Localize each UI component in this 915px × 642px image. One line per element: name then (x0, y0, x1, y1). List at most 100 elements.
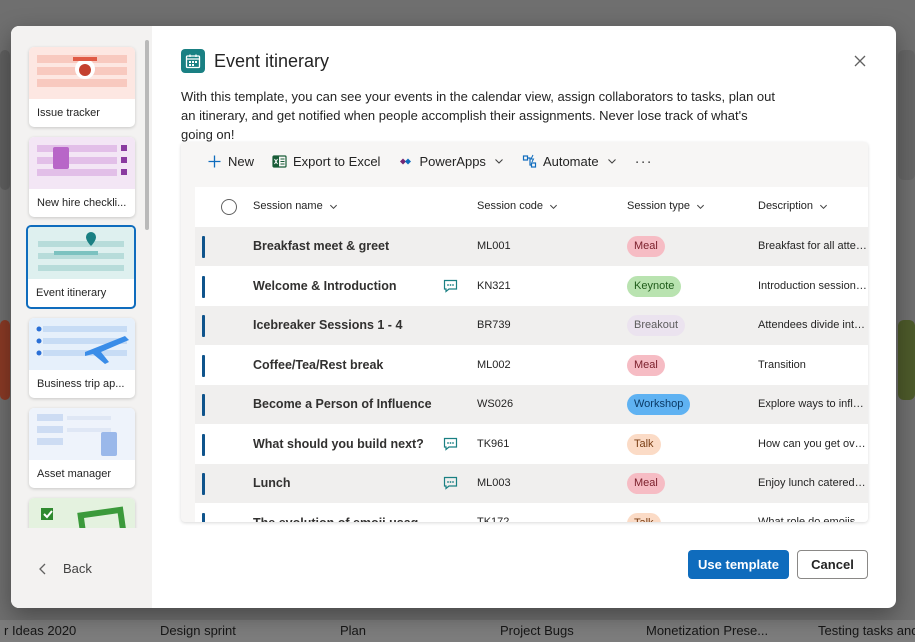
session-code-cell: KN321 (477, 279, 511, 292)
back-button[interactable]: Back (37, 561, 92, 576)
row-color-bar (202, 433, 205, 456)
column-header-label: Description (758, 200, 814, 212)
close-button[interactable] (852, 53, 868, 69)
background-tile (898, 50, 915, 180)
background-tile-label[interactable]: Design sprint (160, 623, 236, 638)
session-name-cell: The evolution of emoji usag... (253, 516, 429, 523)
table-row[interactable]: Breakfast meet & greet ML001 Meal Breakfast… (195, 227, 868, 266)
table-row[interactable]: Coffee/Tea/Rest break ML002 Meal Transition (195, 346, 868, 385)
event-itinerary-thumbnail (28, 227, 134, 279)
chevron-down-icon (820, 204, 828, 209)
table-row[interactable]: Welcome & Introduction KN321 Keynote Introd… (195, 267, 868, 306)
excel-icon (272, 154, 287, 168)
template-card-new-hire-checklist[interactable]: New hire checkli... (29, 137, 135, 217)
cancel-button[interactable]: Cancel (797, 550, 868, 579)
template-card-next[interactable] (29, 498, 135, 528)
background-tile-label[interactable]: Plan (340, 623, 367, 638)
automate-label: Automate (542, 153, 599, 169)
template-card-business-trip[interactable]: Business trip ap... (29, 318, 135, 398)
description-cell: Explore ways to influe... (758, 398, 868, 410)
session-code-cell: ML001 (477, 240, 511, 252)
dialog-title: Event itinerary (214, 50, 330, 71)
session-code-cell: TK172 (477, 515, 510, 523)
description-cell: Transition (758, 358, 806, 371)
session-name-cell: Lunch (253, 476, 291, 490)
plus-icon (208, 155, 221, 167)
background-tile-label[interactable]: Monetization Prese... (646, 623, 769, 638)
background-tile (898, 320, 915, 400)
business-trip-thumbnail (29, 318, 135, 370)
powerapps-label: PowerApps (419, 153, 486, 169)
description-cell: Introduction session ... (758, 279, 868, 292)
comment-icon[interactable] (443, 279, 458, 293)
automate-command[interactable]: Automate (522, 154, 617, 169)
table-row[interactable]: What should you build next? TK961 Talk How … (195, 425, 868, 464)
session-list: Session name Session code Session type D… (195, 187, 868, 522)
column-header-session-type[interactable]: Session type (627, 200, 705, 212)
template-card-label: Event itinerary (36, 287, 107, 299)
chevron-left-icon (39, 563, 46, 574)
session-name-cell: What should you build next? (253, 436, 424, 451)
template-preview: New Export to Excel PowerApps Automate ·… (181, 142, 868, 522)
session-name-cell: Icebreaker Sessions 1 - 4 (253, 318, 403, 332)
session-code-cell: WS026 (477, 398, 514, 410)
template-card-event-itinerary[interactable]: Event itinerary (26, 225, 136, 309)
comment-icon[interactable] (443, 476, 458, 490)
template-card-label: Business trip ap... (37, 378, 125, 390)
description-cell: Breakfast for all atten... (758, 240, 868, 252)
export-to-excel-command[interactable]: Export to Excel (272, 154, 380, 169)
flow-icon (522, 154, 537, 168)
issue-tracker-thumbnail (29, 47, 135, 99)
session-type-badge: Meal (627, 354, 665, 376)
comment-icon[interactable] (443, 437, 458, 451)
session-code-cell: ML003 (477, 477, 511, 489)
template-list: Issue tracker New hire checkli... (11, 26, 152, 528)
session-type-badge: Meal (627, 236, 665, 257)
calendar-list-icon (181, 49, 205, 73)
background-tile-label[interactable]: Project Bugs (500, 623, 574, 638)
table-row[interactable]: Lunch ML003 Meal Enjoy lunch catered b... (195, 464, 868, 503)
row-color-bar (202, 315, 205, 337)
background-tile-label[interactable]: r Ideas 2020 (4, 623, 77, 638)
chevron-down-icon (696, 204, 704, 209)
table-row[interactable]: Become a Person of Influence WS026 Worksho… (195, 385, 868, 424)
template-description: With this template, you can see your eve… (181, 89, 775, 142)
new-hire-checklist-thumbnail (29, 137, 135, 189)
row-color-bar (202, 473, 205, 495)
template-card-asset-manager[interactable]: Asset manager (29, 408, 135, 488)
template-picker-pane: Issue tracker New hire checkli... (11, 26, 152, 608)
description-cell: Attendees divide into... (758, 319, 868, 331)
template-dialog: Issue tracker New hire checkli... (11, 26, 896, 608)
column-header-description[interactable]: Description (758, 200, 828, 212)
template-card-issue-tracker[interactable]: Issue tracker (29, 47, 135, 127)
column-header-label: Session code (477, 200, 544, 212)
background-tile-label[interactable]: Testing tasks and (818, 623, 915, 638)
row-color-bar (202, 512, 205, 522)
session-name-cell: Coffee/Tea/Rest break (253, 357, 384, 372)
powerapps-icon (400, 158, 412, 164)
table-row[interactable]: Icebreaker Sessions 1 - 4 BR739 Breakout At… (195, 306, 868, 345)
column-header-session-code[interactable]: Session code (477, 200, 558, 212)
use-template-button[interactable]: Use template (688, 550, 789, 579)
template-list-scrollbar[interactable] (145, 40, 149, 230)
chevron-down-icon (329, 204, 337, 209)
row-color-bar (202, 275, 205, 298)
column-header-label: Session name (253, 200, 323, 212)
session-type-badge: Meal (627, 473, 665, 494)
table-row[interactable]: The evolution of emoji usag... TK172 Talk W… (195, 504, 868, 523)
chevron-down-icon (495, 159, 503, 164)
column-header-label: Session type (627, 200, 690, 212)
more-options-button[interactable]: ··· (634, 152, 653, 170)
powerapps-command[interactable]: PowerApps (398, 154, 503, 169)
session-type-badge: Talk (627, 433, 661, 455)
session-type-badge: Breakout (627, 315, 686, 336)
row-color-bar (202, 394, 205, 416)
row-color-bar (202, 236, 205, 258)
session-name-cell: Breakfast meet & greet (253, 239, 390, 253)
template-thumbnail (29, 498, 135, 528)
asset-manager-thumbnail (29, 408, 135, 460)
new-command[interactable]: New (207, 154, 254, 169)
column-header-session-name[interactable]: Session name (253, 200, 338, 212)
back-label: Back (63, 561, 92, 576)
select-all-checkbox[interactable] (221, 199, 237, 215)
